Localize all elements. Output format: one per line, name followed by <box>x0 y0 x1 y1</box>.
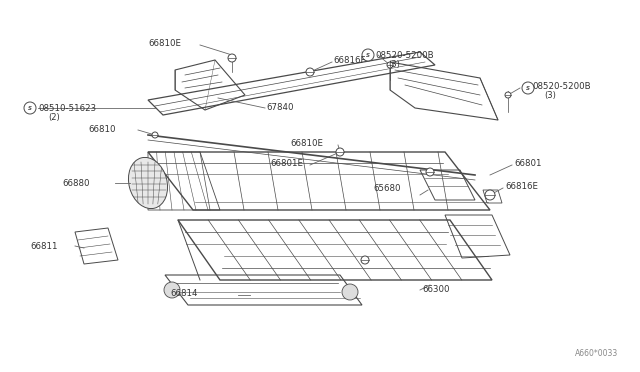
Text: (2): (2) <box>48 112 60 122</box>
Circle shape <box>505 92 511 98</box>
Text: 08520-5200B: 08520-5200B <box>375 51 434 60</box>
Ellipse shape <box>129 157 168 209</box>
Text: 66816E: 66816E <box>505 182 538 190</box>
Circle shape <box>485 190 495 200</box>
Text: S: S <box>366 52 370 58</box>
Text: 66300: 66300 <box>422 285 449 295</box>
Circle shape <box>152 132 158 138</box>
Text: 66811: 66811 <box>30 241 58 250</box>
Text: (3): (3) <box>544 90 556 99</box>
Text: 66810: 66810 <box>88 125 115 134</box>
Text: A660*0033: A660*0033 <box>575 349 618 358</box>
Circle shape <box>24 102 36 114</box>
Text: 66810E: 66810E <box>148 38 181 48</box>
Text: 66816F: 66816F <box>333 55 365 64</box>
Circle shape <box>387 62 393 68</box>
Text: 08510-51623: 08510-51623 <box>38 103 96 112</box>
Text: 66801: 66801 <box>514 158 541 167</box>
Text: S: S <box>28 106 32 110</box>
Circle shape <box>306 68 314 76</box>
Text: 67840: 67840 <box>266 103 294 112</box>
Text: S: S <box>526 86 530 90</box>
Circle shape <box>342 284 358 300</box>
Circle shape <box>362 49 374 61</box>
Text: 66801E: 66801E <box>270 158 303 167</box>
Text: 66814: 66814 <box>170 289 198 298</box>
Circle shape <box>361 256 369 264</box>
Circle shape <box>426 168 434 176</box>
Circle shape <box>164 282 180 298</box>
Circle shape <box>228 54 236 62</box>
Text: 66810E: 66810E <box>290 138 323 148</box>
Text: 08520-5200B: 08520-5200B <box>532 81 591 90</box>
Text: 66880: 66880 <box>62 179 90 187</box>
Circle shape <box>522 82 534 94</box>
Text: (3): (3) <box>388 60 400 68</box>
Circle shape <box>336 148 344 156</box>
Text: 65680: 65680 <box>373 183 401 192</box>
